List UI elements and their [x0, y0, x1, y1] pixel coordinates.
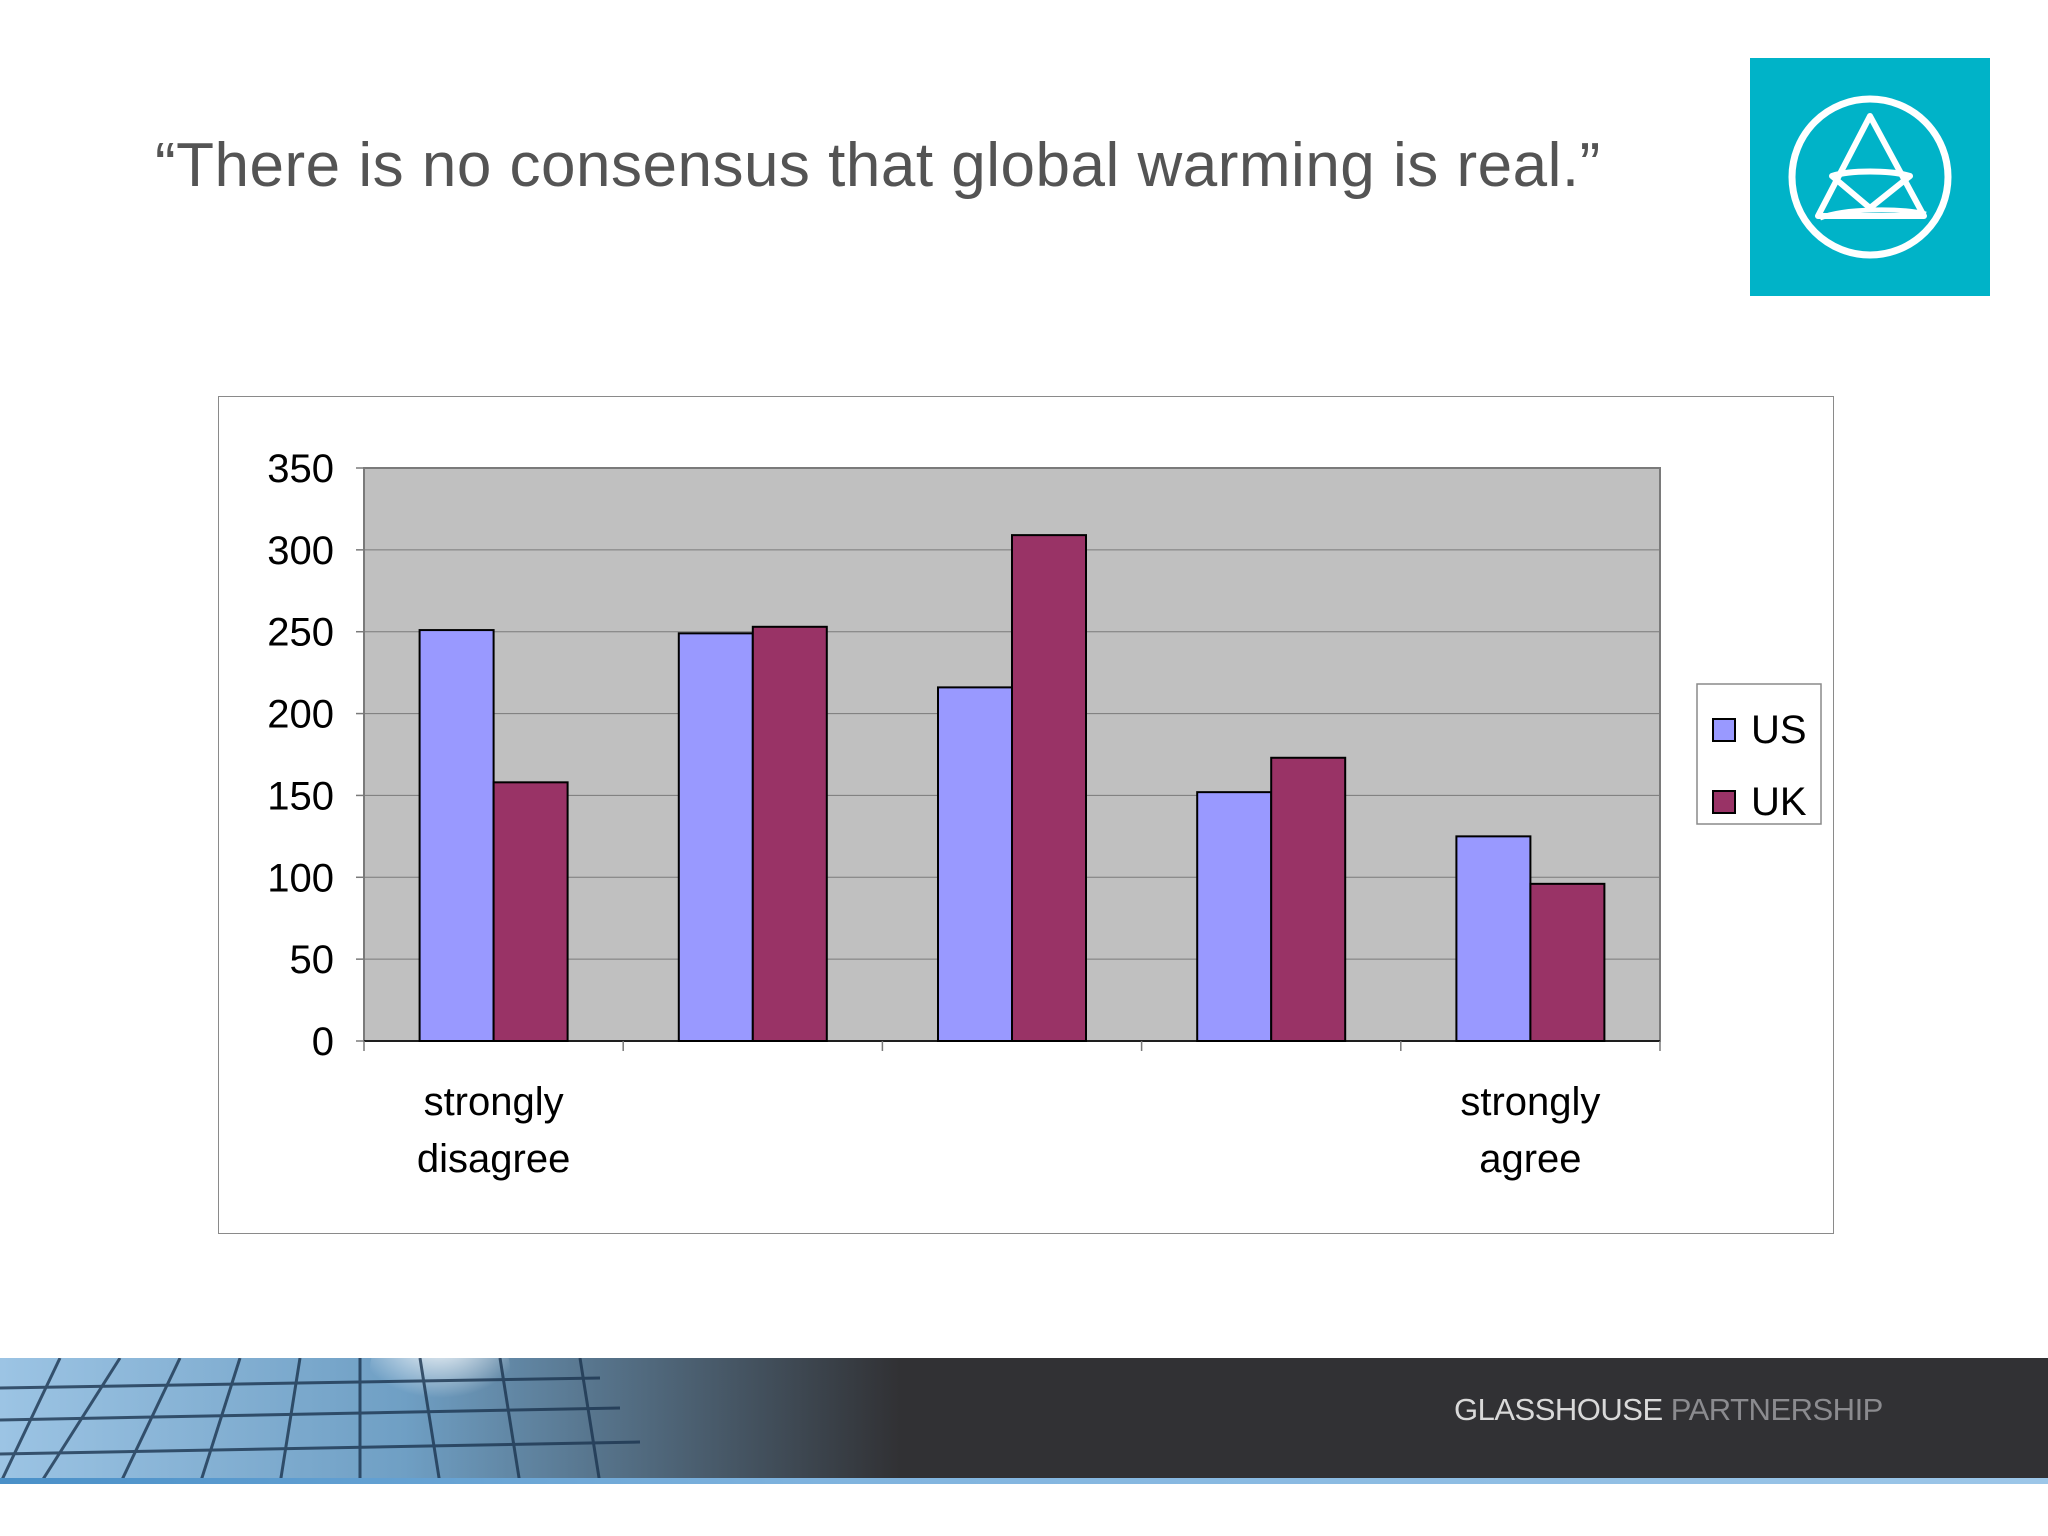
- bar-chart: 0 50 100 150 200 250 300 350 strongly disagree str…: [267, 447, 1822, 1181]
- bar-uk: [751, 625, 828, 1042]
- bar-uk: [1011, 534, 1087, 1042]
- y-tick-label: 150: [267, 774, 334, 818]
- brand-name-secondary: PARTNERSHIP: [1662, 1392, 1884, 1427]
- bar-us: [1455, 835, 1532, 1042]
- x-category-label: strongly: [424, 1080, 564, 1124]
- brand-name: GLASSHOUSE PARTNERSHIP: [1454, 1392, 1883, 1428]
- brand-name-primary: GLASSHOUSE: [1454, 1392, 1663, 1427]
- y-tick-label: 0: [312, 1020, 334, 1064]
- chart-frame: 0 50 100 150 200 250 300 350 strongly disagree str…: [218, 396, 1834, 1234]
- glass-building-graphic: [0, 1358, 900, 1484]
- y-tick-label: 300: [267, 529, 334, 573]
- bar-us: [677, 632, 754, 1042]
- x-category-label: agree: [1479, 1137, 1581, 1181]
- footer-accent-line: [0, 1478, 2048, 1484]
- company-logo: [1750, 58, 1990, 296]
- y-tick-label: 200: [267, 693, 334, 737]
- legend-swatch-uk: [1712, 790, 1736, 814]
- footer: GLASSHOUSE PARTNERSHIP: [0, 1358, 2048, 1536]
- bar-uk: [1529, 882, 1606, 1042]
- bar-us: [1196, 791, 1273, 1043]
- legend-label-uk: UK: [1751, 780, 1807, 824]
- slide-title: “There is no consensus that global warmi…: [155, 131, 1601, 200]
- bar-us: [937, 686, 1013, 1042]
- y-tick-label: 100: [267, 856, 334, 900]
- legend-label-us: US: [1751, 708, 1807, 752]
- bar-uk: [492, 781, 569, 1042]
- y-tick-label: 50: [290, 938, 335, 982]
- y-tick-label: 250: [267, 611, 334, 655]
- footer-band: GLASSHOUSE PARTNERSHIP: [0, 1358, 2048, 1484]
- bar-uk: [1270, 756, 1347, 1042]
- triangle-emblem-icon: [1788, 95, 1952, 259]
- x-category-label: disagree: [417, 1137, 570, 1181]
- legend-swatch-us: [1712, 718, 1736, 742]
- bar-us: [418, 629, 495, 1042]
- x-category-label: strongly: [1460, 1080, 1600, 1124]
- y-tick-label: 350: [267, 447, 334, 491]
